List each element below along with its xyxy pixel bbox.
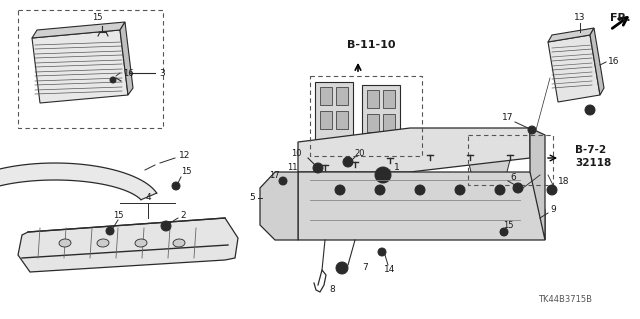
Circle shape: [110, 77, 116, 83]
Text: B-11-10: B-11-10: [347, 40, 396, 50]
Text: 15: 15: [113, 211, 124, 219]
Polygon shape: [298, 172, 545, 240]
Circle shape: [378, 188, 382, 192]
Circle shape: [375, 185, 385, 195]
Text: 32118: 32118: [575, 158, 611, 168]
Polygon shape: [315, 82, 353, 142]
Text: 16: 16: [123, 69, 134, 78]
Text: 18: 18: [558, 177, 570, 187]
Polygon shape: [383, 90, 395, 108]
Circle shape: [415, 185, 425, 195]
Circle shape: [547, 185, 557, 195]
Circle shape: [418, 188, 422, 192]
Circle shape: [500, 228, 508, 236]
Text: 15: 15: [180, 167, 191, 176]
Text: 17: 17: [269, 170, 280, 180]
Ellipse shape: [59, 239, 71, 247]
Polygon shape: [298, 128, 530, 172]
Circle shape: [338, 188, 342, 192]
Polygon shape: [468, 140, 510, 180]
Polygon shape: [590, 28, 604, 95]
Text: 12: 12: [179, 151, 191, 160]
Text: 8: 8: [329, 286, 335, 294]
Text: 2: 2: [180, 211, 186, 219]
Circle shape: [455, 185, 465, 195]
Bar: [310, 76, 422, 156]
Text: B-7-2: B-7-2: [575, 145, 606, 155]
Text: 6: 6: [510, 174, 516, 182]
Polygon shape: [367, 90, 379, 108]
Polygon shape: [32, 30, 128, 103]
Circle shape: [161, 221, 171, 231]
Text: 1: 1: [394, 164, 400, 173]
Text: 3: 3: [159, 69, 165, 78]
Polygon shape: [548, 28, 594, 42]
Text: 14: 14: [384, 265, 396, 275]
Circle shape: [495, 185, 505, 195]
Text: 4: 4: [145, 194, 151, 203]
Bar: [18, 10, 163, 128]
Circle shape: [343, 157, 353, 167]
Circle shape: [585, 105, 595, 115]
Text: 13: 13: [574, 13, 586, 23]
Circle shape: [336, 262, 348, 274]
Circle shape: [458, 188, 462, 192]
Text: 15: 15: [503, 220, 513, 229]
Text: 16: 16: [608, 57, 620, 66]
Polygon shape: [18, 218, 238, 272]
Polygon shape: [336, 111, 348, 129]
Polygon shape: [367, 114, 379, 132]
Text: 7: 7: [362, 263, 368, 272]
Text: 20: 20: [355, 149, 365, 158]
Circle shape: [378, 248, 386, 256]
Text: 15: 15: [92, 13, 102, 23]
Circle shape: [375, 167, 391, 183]
Polygon shape: [32, 22, 125, 38]
Text: 11: 11: [287, 162, 298, 172]
Polygon shape: [260, 172, 298, 240]
Bar: [468, 135, 553, 185]
Polygon shape: [336, 87, 348, 105]
Circle shape: [498, 188, 502, 192]
Polygon shape: [362, 85, 400, 145]
Polygon shape: [383, 114, 395, 132]
Text: 5: 5: [249, 194, 255, 203]
Polygon shape: [120, 22, 133, 95]
Text: TK44B3715B: TK44B3715B: [538, 295, 592, 305]
Polygon shape: [320, 111, 332, 129]
Circle shape: [279, 177, 287, 185]
Circle shape: [528, 126, 536, 134]
Polygon shape: [320, 87, 332, 105]
Polygon shape: [530, 128, 545, 240]
Circle shape: [335, 185, 345, 195]
Circle shape: [106, 227, 114, 235]
Circle shape: [513, 183, 523, 193]
Polygon shape: [548, 35, 600, 102]
Ellipse shape: [173, 239, 185, 247]
Circle shape: [379, 171, 387, 179]
Text: FR.: FR.: [610, 13, 630, 23]
Ellipse shape: [97, 239, 109, 247]
Circle shape: [172, 182, 180, 190]
Circle shape: [313, 163, 323, 173]
Text: 17: 17: [502, 114, 514, 122]
Polygon shape: [0, 163, 157, 200]
Text: 10: 10: [291, 149, 302, 158]
Text: 9: 9: [550, 205, 556, 214]
Ellipse shape: [135, 239, 147, 247]
